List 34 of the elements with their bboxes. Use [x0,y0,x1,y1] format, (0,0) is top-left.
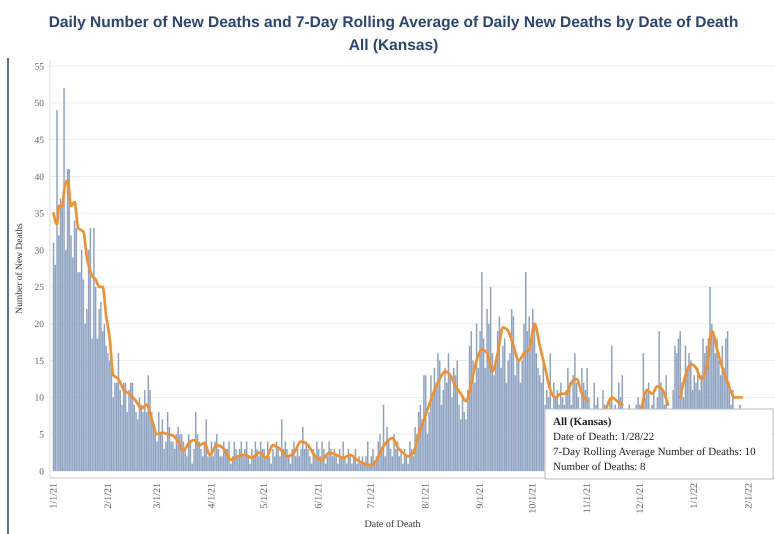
x-tick-label: 8/1/21 [420,483,432,509]
y-tick-label: 20 [34,320,44,330]
y-tick-label: 15 [34,356,44,367]
x-tick-label: 10/1/21 [528,483,539,514]
annotation: All (Kansas) [553,416,612,428]
annotation: Date of Death: 1/28/22 [553,431,654,443]
x-tick-label: 2/1/22 [744,483,755,509]
x-tick-label: 12/1/21 [634,483,646,514]
chart-subtitle: All (Kansas) [348,37,438,54]
y-tick-label: 25 [34,283,44,294]
y-tick-label: 0 [39,467,44,478]
x-tick-label: 5/1/21 [259,483,270,509]
x-tick-label: 7/1/21 [366,483,378,509]
annotation: Number of Deaths: 8 [553,461,646,473]
x-tick-label: 3/1/21 [152,483,164,509]
y-tick-label: 10 [34,394,44,404]
x-tick-label: 2/1/21 [102,483,114,509]
x-tick-label: 1/1/21 [48,483,60,509]
y-tick-label: 50 [34,99,44,110]
x-tick-label: 6/1/21 [314,483,325,509]
x-tick-label: 9/1/21 [475,483,486,509]
x-tick-label: 11/1/21 [582,483,594,514]
x-tick-label: 1/1/22 [689,483,700,509]
chart-title: Daily Number of New Deaths and 7-Day Rolling Average of Daily New Deaths by Date of Death [48,14,738,31]
x-tick-label: 4/1/21 [206,483,218,509]
y-tick-label: 35 [34,210,44,220]
y-tick-label: 45 [34,136,44,146]
y-tick-label: 40 [34,172,44,183]
y-tick-label: 55 [34,62,44,72]
y-tick-label: 5 [39,430,44,441]
annotation: 7-Day Rolling Average Number of Deaths: 10 [553,446,756,458]
y-axis-title: Number of New Deaths [15,222,25,314]
y-tick-label: 30 [34,246,44,256]
x-axis-title: Date of Death [364,519,421,530]
